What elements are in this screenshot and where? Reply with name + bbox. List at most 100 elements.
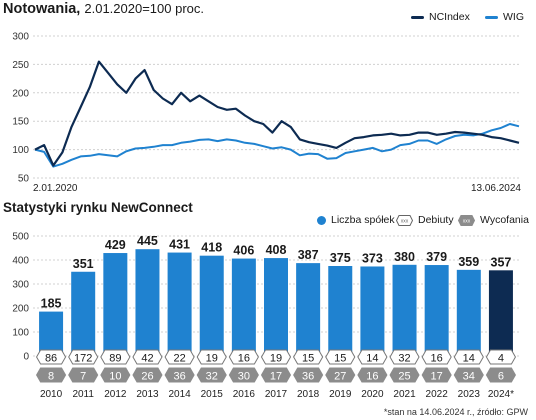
line-x-end-label: 13.06.2024 bbox=[471, 183, 521, 194]
wycofania-value-2021: 25 bbox=[398, 371, 410, 383]
bar-xtick-2021: 2021 bbox=[393, 389, 416, 400]
bar-2017 bbox=[264, 258, 288, 356]
wycofania-hex-2011 bbox=[68, 367, 99, 383]
bar-2010 bbox=[39, 311, 64, 356]
legend-debiuty: xxx Debiuty bbox=[396, 214, 454, 226]
bar-xtick-2013: 2013 bbox=[136, 389, 159, 400]
line-ytick-300: 300 bbox=[12, 32, 29, 43]
bar-value-label-2020: 373 bbox=[362, 251, 383, 265]
wycofania-value-2019: 27 bbox=[334, 371, 346, 383]
bar-value-label-2012: 429 bbox=[105, 238, 126, 252]
line-ytick-200: 200 bbox=[12, 88, 29, 99]
debiuty-value-2016: 16 bbox=[238, 353, 250, 365]
bar-xtick-2016: 2016 bbox=[233, 389, 256, 400]
debiuty-value-2014: 22 bbox=[173, 353, 185, 365]
legend-ncindex-swatch bbox=[411, 15, 424, 19]
legend-wig-label: WIG bbox=[503, 11, 524, 23]
legend-liczba: Liczba spółek bbox=[317, 214, 395, 226]
bar-xtick-2020: 2020 bbox=[361, 389, 384, 400]
line-x-start-label: 2.01.2020 bbox=[33, 183, 78, 194]
legend-wig: WIG bbox=[485, 11, 524, 23]
line-series-ncindex bbox=[34, 60, 520, 167]
wycofania-value-2022: 17 bbox=[431, 371, 443, 383]
wycofania-hex-2022 bbox=[421, 367, 452, 383]
wycofania-value-2013: 26 bbox=[141, 371, 153, 383]
bar-xtick-2014: 2014 bbox=[168, 389, 191, 400]
bar-xtick-2011: 2011 bbox=[72, 389, 94, 400]
bar-value-label-2011: 351 bbox=[73, 257, 94, 271]
debiuty-value-2022: 16 bbox=[431, 353, 443, 365]
wycofania-hex-2010 bbox=[35, 367, 67, 383]
svg-text:xxx: xxx bbox=[401, 218, 409, 224]
debiuty-hex-2021 bbox=[389, 349, 420, 365]
debiuty-hex-2019 bbox=[325, 349, 356, 365]
bar-2018 bbox=[296, 263, 321, 356]
wycofania-hex-2020 bbox=[357, 367, 388, 383]
bar-2022 bbox=[424, 265, 449, 356]
wycofania-hex-2017 bbox=[260, 367, 292, 383]
legend-debiuty-label: Debiuty bbox=[418, 214, 454, 226]
debiuty-hex-2014 bbox=[164, 349, 195, 365]
legend-liczba-swatch bbox=[317, 215, 326, 225]
debiuty-hex-2013 bbox=[132, 349, 163, 365]
bar-value-label-2016: 406 bbox=[233, 244, 254, 258]
line-chart-title-main: Notowania, bbox=[3, 1, 81, 17]
wycofania-value-2015: 32 bbox=[206, 371, 218, 383]
debiuty-hex-2018 bbox=[293, 349, 324, 365]
bar-xtick-2015: 2015 bbox=[201, 389, 224, 400]
bar-value-label-2014: 431 bbox=[169, 238, 190, 252]
debiuty-value-2021: 32 bbox=[398, 353, 410, 365]
debiuty-value-2018: 15 bbox=[302, 353, 314, 365]
line-ytick-250: 250 bbox=[12, 60, 29, 71]
bar-2013 bbox=[135, 249, 160, 356]
bar-ytick-200: 200 bbox=[12, 304, 29, 315]
wycofania-hex-2013 bbox=[132, 367, 163, 383]
debiuty-hex-2012 bbox=[100, 349, 131, 365]
debiuty-hex-2011 bbox=[68, 349, 99, 365]
debiuty-value-2012: 89 bbox=[109, 353, 121, 365]
bar-xtick-2010: 2010 bbox=[40, 389, 63, 400]
bar-xtick-2022: 2022 bbox=[426, 389, 449, 400]
bar-2020 bbox=[360, 266, 385, 356]
bar-value-label-2010: 185 bbox=[41, 297, 62, 311]
footnote: *stan na 14.06.2024 r., źródło: GPW bbox=[383, 407, 528, 417]
legend-wycofania-hex-icon: xxx bbox=[458, 214, 475, 226]
debiuty-value-2015: 19 bbox=[206, 353, 218, 365]
wycofania-value-2011: 7 bbox=[80, 371, 86, 383]
debiuty-value-2020: 14 bbox=[366, 353, 378, 365]
legend-liczba-label: Liczba spółek bbox=[331, 214, 395, 226]
line-ytick-150: 150 bbox=[12, 117, 29, 128]
wycofania-hex-2014 bbox=[164, 367, 195, 383]
legend-wig-swatch bbox=[485, 15, 498, 19]
bar-2011 bbox=[71, 271, 96, 356]
debiuty-value-2024*: 4 bbox=[498, 353, 504, 365]
wycofania-value-2023: 34 bbox=[463, 371, 475, 383]
debiuty-value-2017: 19 bbox=[270, 353, 282, 365]
debiuty-hex-2020 bbox=[357, 349, 388, 365]
bar-ytick-0: 0 bbox=[23, 352, 29, 363]
wycofania-hex-2015 bbox=[196, 367, 227, 383]
bar-value-label-2023: 359 bbox=[458, 255, 479, 269]
wycofania-hex-2019 bbox=[325, 367, 356, 383]
bar-chart-title: Statystyki rynku NewConnect bbox=[3, 200, 193, 215]
wycofania-value-2014: 36 bbox=[173, 371, 185, 383]
bar-2012 bbox=[103, 253, 128, 356]
debiuty-hex-2022 bbox=[421, 349, 452, 365]
bar-2024* bbox=[488, 270, 513, 356]
bar-value-label-2015: 418 bbox=[201, 241, 222, 255]
line-ytick-100: 100 bbox=[12, 145, 29, 156]
wycofania-value-2018: 36 bbox=[302, 371, 314, 383]
bar-xtick-2019: 2019 bbox=[329, 389, 352, 400]
bar-value-label-2019: 375 bbox=[330, 251, 351, 265]
bar-ytick-300: 300 bbox=[12, 280, 29, 291]
wycofania-value-2017: 17 bbox=[270, 371, 282, 383]
legend-wycofania: xxx Wycofania bbox=[458, 214, 529, 226]
line-chart-subtitle: 2.01.2020=100 proc. bbox=[84, 1, 205, 16]
bar-value-label-2018: 387 bbox=[298, 248, 319, 262]
bar-value-label-2022: 379 bbox=[426, 250, 447, 264]
bar-2015 bbox=[199, 255, 224, 356]
bar-2023 bbox=[456, 269, 481, 356]
wycofania-value-2024*: 6 bbox=[498, 371, 504, 383]
